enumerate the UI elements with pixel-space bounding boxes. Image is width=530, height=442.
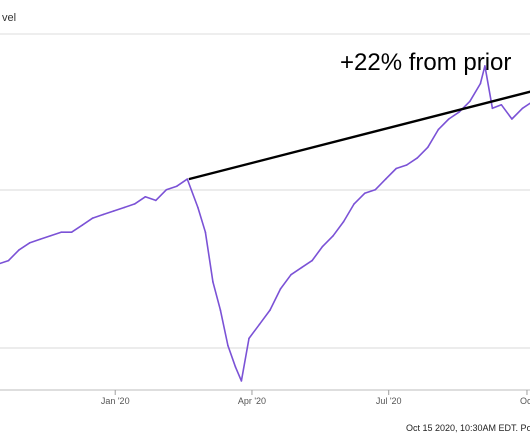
series-point: [395, 167, 398, 170]
gridlines: [0, 33, 530, 391]
series-point: [353, 203, 355, 205]
x-tick-label: Jan '20: [101, 396, 130, 406]
x-tick-label: Apr '20: [238, 396, 266, 406]
series-point: [363, 192, 366, 195]
series-point: [28, 242, 31, 244]
series-point: [437, 128, 440, 131]
series-point: [91, 217, 94, 219]
series-point: [197, 206, 199, 209]
series-point: [269, 309, 271, 311]
series-point: [469, 100, 471, 103]
series-point: [448, 118, 450, 120]
series-layer: [0, 65, 530, 382]
series-point: [227, 344, 229, 347]
series-point: [290, 273, 292, 276]
series-point: [279, 288, 282, 290]
series-point: [234, 366, 237, 368]
series-point: [521, 107, 524, 110]
annotation-layer: [188, 90, 530, 181]
series-point: [416, 157, 419, 159]
series-point: [204, 231, 207, 233]
x-tick-label: Jul '20: [376, 396, 402, 406]
series-point: [18, 249, 20, 251]
series-point: [112, 210, 115, 212]
series-point: [427, 146, 429, 149]
series-point: [70, 231, 73, 233]
series-point: [405, 164, 408, 166]
series-point: [311, 259, 313, 262]
footer-text: Oct 15 2020, 10:30AM EDT. Power: [406, 423, 530, 433]
series-point: [491, 107, 494, 110]
series-point: [212, 281, 214, 283]
series-point: [479, 82, 482, 85]
annotation-trend-line: [188, 90, 530, 181]
series-point: [49, 235, 52, 237]
series-point: [165, 189, 168, 191]
series-point: [81, 224, 83, 226]
series-point: [300, 266, 303, 269]
x-tick-label: Oct: [520, 396, 530, 406]
series-point: [186, 178, 189, 180]
series-point: [7, 259, 10, 262]
series-point: [248, 337, 250, 340]
annotation-text: +22% from prior: [340, 49, 511, 76]
series-point: [384, 178, 387, 180]
series-point: [458, 111, 461, 113]
series-point: [219, 309, 222, 311]
series-point: [133, 203, 136, 205]
series-point: [240, 380, 243, 382]
series-point: [155, 199, 157, 202]
corner-title: vel: [2, 12, 16, 24]
series-point: [500, 104, 503, 106]
series-point: [342, 220, 345, 223]
series-point: [144, 196, 147, 198]
series-point: [123, 206, 125, 209]
series-point: [60, 231, 62, 233]
series-point: [332, 235, 334, 237]
series-point: [176, 185, 178, 187]
series-point: [321, 245, 324, 248]
series-point: [102, 213, 104, 216]
series-point: [39, 238, 41, 241]
series-point: [511, 118, 513, 120]
series-point: [484, 65, 486, 67]
series-point: [374, 189, 377, 191]
series-point: [258, 323, 261, 326]
x-axis-ticks: Jan '20 Apr '20 Jul '20 Oct: [101, 390, 530, 406]
